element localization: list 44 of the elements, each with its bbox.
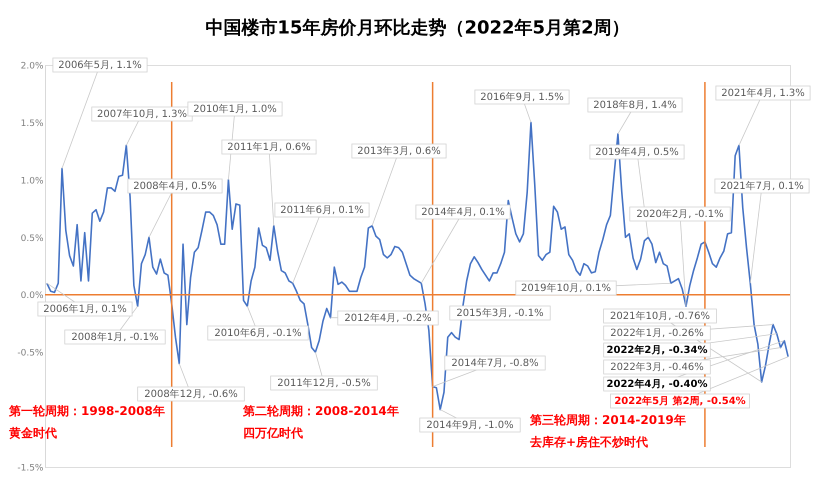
- annotation: 2016年9月, 1.5%: [480, 91, 564, 103]
- annotation: 2021年4月, 1.3%: [721, 87, 805, 99]
- y-tick-label: 2.0%: [20, 62, 44, 72]
- y-tick-label: 0.0%: [20, 291, 44, 302]
- annotation: 2021年7月, 0.1%: [720, 180, 804, 192]
- annotation: 2022年5月 第2周, -0.54%: [614, 395, 746, 407]
- annotation: 四万亿时代: [243, 426, 303, 440]
- annotation: 2012年4月, -0.2%: [344, 312, 432, 324]
- annotation: 2014年4月, 0.1%: [421, 206, 505, 218]
- annotation: 2022年3月, -0.46%: [610, 361, 704, 373]
- annotation: 2019年10月, 0.1%: [521, 282, 611, 294]
- annotation: 2014年7月, -0.8%: [451, 357, 539, 369]
- annotation: 2020年2月, -0.1%: [636, 208, 724, 220]
- y-tick-label: -0.5%: [17, 348, 44, 359]
- annotation: 2011年6月, 0.1%: [280, 204, 364, 216]
- annotation: 2008年12月, -0.6%: [144, 388, 238, 400]
- y-tick-label: -1.5%: [17, 464, 44, 474]
- annotation: 2010年1月, 1.0%: [193, 103, 277, 115]
- annotation: 2021年10月, -0.76%: [610, 310, 710, 322]
- annotation: 2018年8月, 1.4%: [593, 99, 677, 111]
- annotation: 2019年4月, 0.5%: [595, 146, 679, 158]
- annotation: 第三轮周期：2014-2019年: [529, 413, 686, 427]
- annotation: 第一轮周期：1998-2008年: [8, 404, 165, 418]
- annotation: 2008年4月, 0.5%: [133, 180, 217, 192]
- annotation: 2008年1月, -0.1%: [71, 331, 159, 343]
- annotation: 2011年12月, -0.5%: [277, 377, 371, 389]
- annotation: 2022年4月, -0.40%: [606, 378, 708, 390]
- annotation: 2013年3月, 0.6%: [357, 145, 441, 157]
- annotation: 2006年1月, 0.1%: [43, 303, 127, 315]
- annotation: 2006年5月, 1.1%: [58, 59, 142, 71]
- annotation: 第二轮周期：2008-2014年: [242, 404, 399, 418]
- y-tick-label: 1.5%: [20, 118, 44, 129]
- annotation: 黄金时代: [8, 426, 57, 440]
- annotation: 2011年1月, 0.6%: [227, 141, 311, 153]
- annotation: 2007年10月, 1.3%: [97, 108, 187, 120]
- annotation: 2015年3月, -0.1%: [456, 307, 544, 319]
- annotation: 2014年9月, -1.0%: [426, 419, 514, 431]
- annotation: 2022年2月, -0.34%: [606, 344, 708, 356]
- chart-title: 中国楼市15年房价月环比走势（2022年5月第2周）: [205, 18, 630, 39]
- annotation: 去库存+房住不炒时代: [529, 435, 648, 449]
- annotation: 2010年6月, -0.1%: [214, 327, 302, 339]
- y-tick-label: 0.5%: [20, 234, 44, 244]
- y-tick-label: 1.0%: [20, 176, 44, 186]
- annotation: 2022年1月, -0.26%: [610, 327, 704, 339]
